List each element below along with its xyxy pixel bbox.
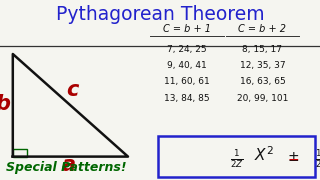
Text: 13, 84, 85: 13, 84, 85 bbox=[164, 94, 210, 103]
Text: 11, 60, 61: 11, 60, 61 bbox=[164, 77, 210, 86]
Text: $-$: $-$ bbox=[287, 152, 299, 166]
Text: 20, 99, 101: 20, 99, 101 bbox=[237, 94, 288, 103]
Text: C = b + 1: C = b + 1 bbox=[163, 24, 211, 34]
Text: $X^2$: $X^2$ bbox=[254, 145, 274, 164]
Text: 16, 63, 65: 16, 63, 65 bbox=[240, 77, 285, 86]
Text: 7, 24, 25: 7, 24, 25 bbox=[167, 45, 207, 54]
Text: 12, 35, 37: 12, 35, 37 bbox=[240, 61, 285, 70]
Bar bbox=[13, 148, 27, 157]
Text: Pythagorean Theorem: Pythagorean Theorem bbox=[56, 5, 264, 24]
Text: 8, 15, 17: 8, 15, 17 bbox=[243, 45, 282, 54]
Text: a: a bbox=[62, 155, 76, 175]
Text: $\frac{1}{2}$: $\frac{1}{2}$ bbox=[315, 148, 320, 170]
Text: b: b bbox=[0, 94, 10, 114]
FancyBboxPatch shape bbox=[158, 136, 315, 177]
Text: $\frac{1}{2Z}$: $\frac{1}{2Z}$ bbox=[230, 148, 244, 170]
Text: Special Patterns!: Special Patterns! bbox=[6, 161, 127, 174]
Text: $\pm$: $\pm$ bbox=[287, 150, 299, 164]
Text: C = b + 2: C = b + 2 bbox=[238, 24, 286, 34]
Text: c: c bbox=[66, 80, 78, 100]
Text: 9, 40, 41: 9, 40, 41 bbox=[167, 61, 207, 70]
